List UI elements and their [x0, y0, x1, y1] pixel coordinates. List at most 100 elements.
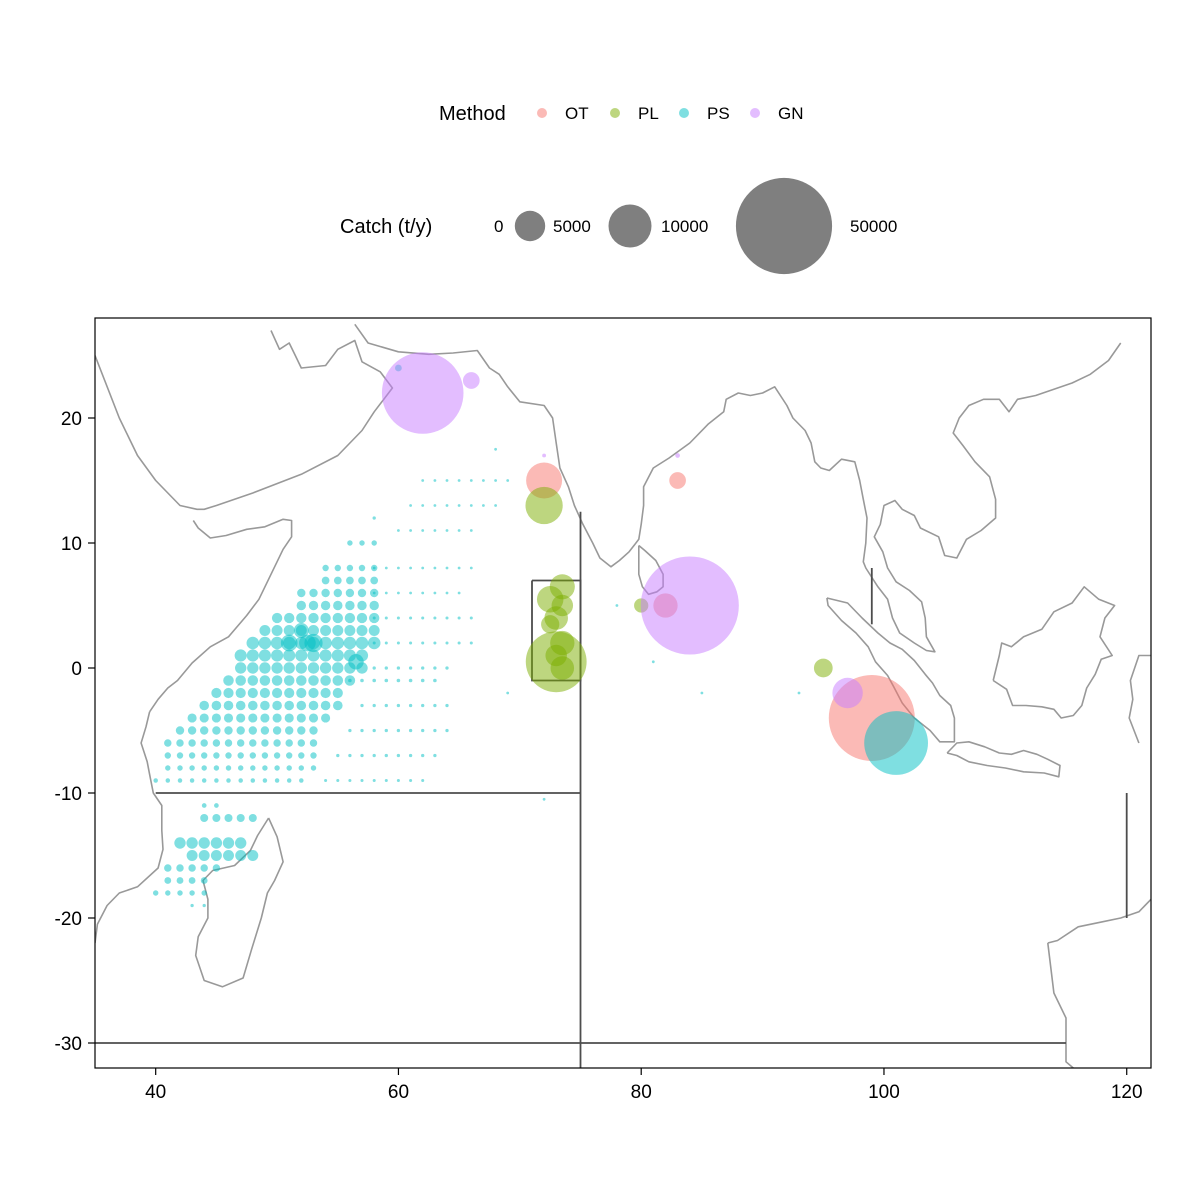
catch-point-ps	[384, 641, 388, 645]
catch-point-ps	[186, 837, 198, 849]
catch-point-ps	[237, 765, 244, 771]
catch-point-ps	[319, 636, 332, 650]
region-boundary-layer	[95, 511, 1128, 1068]
coastline-11	[194, 817, 284, 988]
method-key-ps	[679, 108, 689, 118]
catch-point-ps	[333, 576, 342, 585]
catch-point-ps	[506, 479, 510, 482]
method-key-label: GN	[778, 104, 804, 123]
catch-point-ps	[200, 739, 208, 747]
catch-point-ps	[286, 778, 292, 783]
catch-point-ps	[421, 728, 425, 733]
catch-point-ps	[700, 691, 704, 695]
catch-point-ps	[345, 600, 355, 611]
catch-point-ps	[494, 504, 497, 507]
catch-point-ps	[433, 703, 437, 708]
catch-point-ps	[310, 752, 317, 759]
catch-point-ps	[396, 666, 401, 670]
catch-point-ps	[293, 623, 309, 638]
catch-point-ps	[236, 739, 245, 747]
catch-point-ps	[299, 634, 316, 652]
catch-point-ps	[249, 752, 256, 759]
catch-point-ps	[247, 687, 258, 699]
catch-size-key-label: 5000	[553, 217, 591, 236]
catch-point-ps	[336, 753, 340, 758]
catch-point-ps	[273, 752, 281, 759]
catch-point-ps	[307, 649, 320, 662]
catch-point-ps	[271, 649, 284, 662]
catch-point-ps	[433, 591, 437, 595]
catch-point-ps	[384, 778, 388, 783]
catch-point-ps	[201, 778, 207, 783]
catch-point-ps	[343, 636, 357, 650]
catch-point-ps	[200, 864, 208, 872]
catch-point-ps	[457, 591, 461, 595]
catch-point-ps	[283, 625, 295, 636]
catch-point-ot	[669, 472, 686, 489]
catch-point-ps	[187, 726, 197, 735]
catch-point-ps	[396, 616, 400, 620]
catch-point-ps	[176, 864, 184, 872]
coastline-5	[992, 586, 1116, 719]
method-key-gn	[750, 108, 760, 118]
catch-point-ps	[320, 612, 331, 624]
catch-point-ps	[864, 711, 928, 775]
catch-point-ps	[188, 877, 196, 884]
catch-point-ps	[421, 753, 425, 758]
catch-point-ps	[797, 691, 801, 695]
y-tick-label: 0	[71, 659, 82, 680]
catch-point-ps	[457, 479, 461, 482]
catch-point-ps	[346, 564, 354, 572]
catch-point-ps	[177, 890, 183, 896]
catch-point-ps	[320, 675, 331, 686]
x-tick-label: 120	[1111, 1082, 1143, 1103]
catch-point-ps	[272, 726, 282, 735]
catch-point-ps	[247, 662, 259, 674]
catch-point-ps	[433, 666, 437, 670]
catch-point-ps	[214, 803, 219, 808]
catch-point-ps	[211, 700, 222, 711]
catch-point-ps	[248, 713, 258, 723]
catch-point-ps	[324, 778, 328, 783]
catch-point-ps	[189, 890, 195, 896]
catch-point-ps	[356, 612, 368, 624]
catch-point-ps	[457, 616, 461, 620]
catch-point-ps	[164, 739, 172, 747]
catch-point-ps	[295, 649, 308, 662]
catch-point-ps	[348, 753, 352, 758]
catch-point-ps	[174, 837, 186, 849]
catch-point-ps	[261, 752, 269, 759]
catch-point-ps	[259, 625, 271, 636]
catch-point-ps	[307, 662, 320, 674]
catch-point-ps	[348, 728, 352, 733]
catch-point-ps	[332, 662, 344, 674]
catch-point-ps	[396, 678, 401, 683]
catch-point-ps	[201, 890, 207, 896]
catch-point-ps	[332, 612, 343, 624]
catch-point-ps	[384, 678, 389, 683]
catch-point-ps	[187, 713, 197, 723]
catch-point-ps	[651, 660, 655, 664]
catch-point-ps	[332, 625, 344, 636]
catch-point-ps	[433, 479, 437, 482]
catch-point-ps	[348, 654, 364, 670]
catch-point-ps	[283, 662, 295, 674]
catch-point-ps	[372, 616, 376, 620]
catch-point-ps	[297, 726, 306, 735]
catch-point-ps	[214, 778, 219, 783]
catch-point-ps	[347, 540, 353, 546]
catch-point-ps	[372, 516, 376, 520]
catch-point-ps	[396, 641, 400, 645]
method-key-label: OT	[565, 104, 589, 123]
catch-point-ps	[259, 675, 271, 686]
catch-point-ps	[213, 752, 220, 759]
catch-point-ps	[247, 850, 259, 861]
catch-point-ps	[186, 850, 198, 861]
y-tick-label: -10	[55, 784, 82, 805]
catch-point-ps	[308, 687, 319, 699]
catch-point-ps	[369, 600, 379, 611]
catch-point-ps	[433, 641, 437, 645]
catch-point-ps	[320, 687, 331, 699]
y-tick-label: 10	[61, 534, 82, 555]
catch-point-ps	[308, 600, 319, 611]
